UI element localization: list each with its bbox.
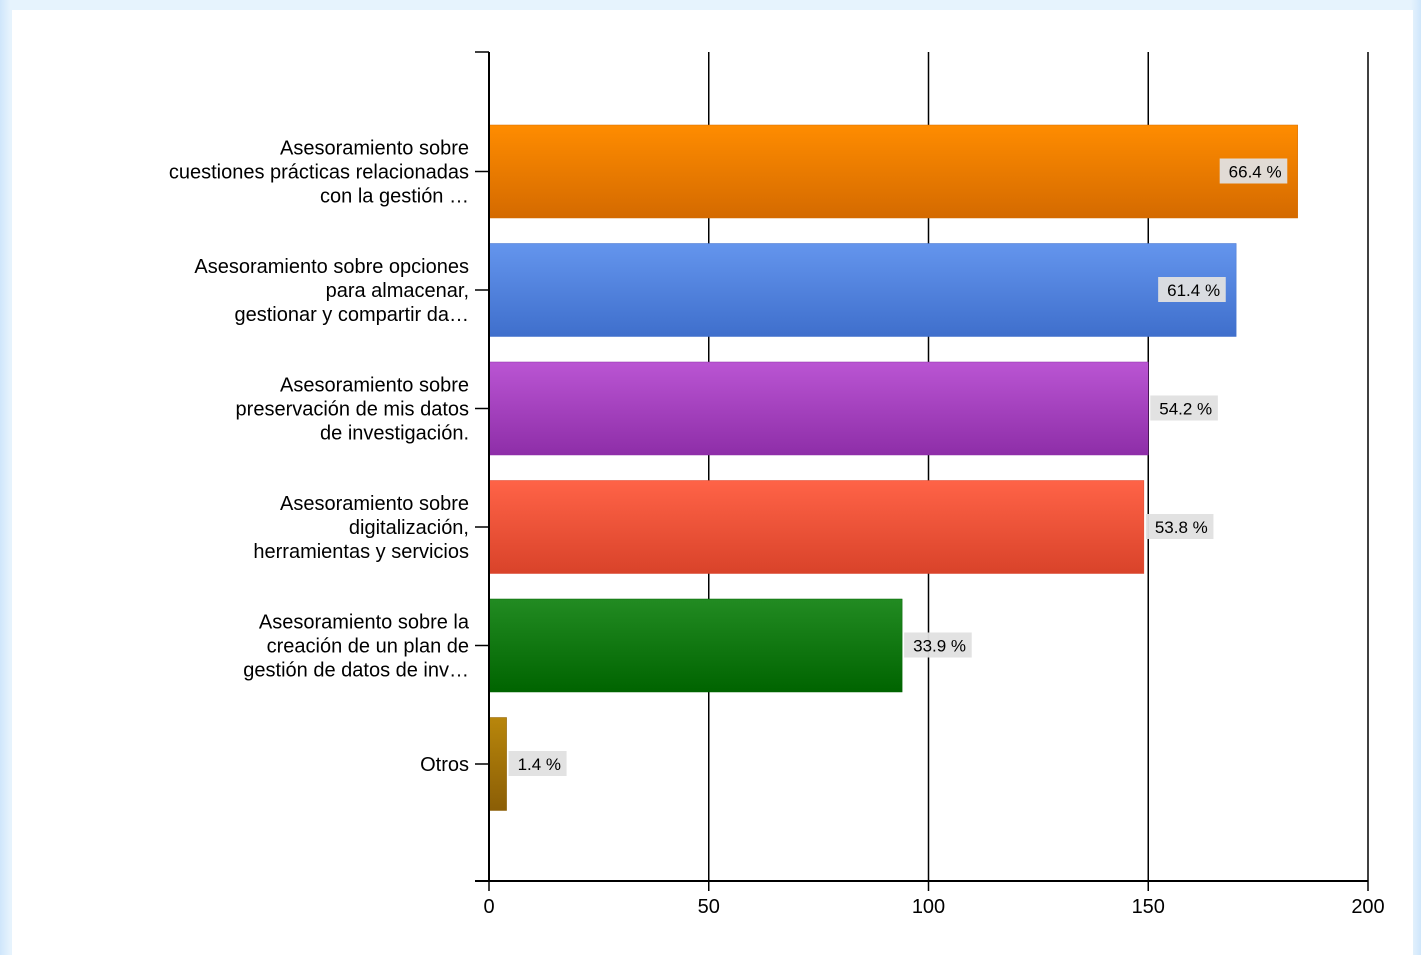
x-tick-label: 150 (1132, 896, 1165, 918)
category-label: herramientas y servicios (253, 541, 469, 563)
category-label: Asesoramiento sobre (280, 138, 469, 160)
category-label: creación de un plan de (267, 636, 469, 658)
axes (475, 51, 1369, 891)
category-label: Asesoramiento sobre opciones (194, 256, 469, 278)
category-label: gestionar y compartir da… (234, 304, 469, 326)
data-label: 66.4 % (1229, 163, 1282, 182)
bar[interactable] (488, 717, 507, 811)
bar[interactable] (488, 361, 1149, 456)
bars (488, 124, 1298, 811)
category-label: gestión de datos de inv… (243, 660, 469, 682)
data-label-box (1158, 277, 1226, 302)
data-label: 53.8 % (1155, 518, 1208, 537)
category-label: para almacenar, (326, 280, 469, 302)
x-tick-label: 100 (912, 896, 945, 918)
category-label: preservación de mis datos (236, 399, 469, 421)
x-tick-label: 200 (1351, 896, 1384, 918)
data-label-box (1219, 158, 1288, 184)
data-label-box (904, 632, 972, 658)
bar[interactable] (488, 124, 1298, 219)
bar[interactable] (488, 480, 1145, 574)
data-label-box (1145, 514, 1214, 539)
x-tick-label: 0 (483, 896, 494, 918)
category-label: de investigación. (320, 423, 469, 445)
data-label-box (508, 751, 567, 776)
bar[interactable] (488, 243, 1237, 337)
bar[interactable] (488, 598, 903, 693)
data-label-box (1150, 395, 1218, 421)
category-label: Asesoramiento sobre la (259, 612, 470, 634)
category-label: con la gestión … (320, 186, 469, 208)
category-label: cuestiones prácticas relacionadas (169, 162, 469, 184)
data-label: 61.4 % (1167, 281, 1220, 300)
category-label: digitalización, (349, 517, 469, 539)
category-label: Asesoramiento sobre (280, 493, 469, 515)
data-label: 54.2 % (1159, 400, 1212, 419)
x-tick-label: 50 (698, 896, 720, 918)
data-label: 1.4 % (518, 755, 561, 774)
category-label: Otros (420, 754, 469, 776)
category-label: Asesoramiento sobre (280, 375, 469, 397)
data-label: 33.9 % (913, 637, 966, 656)
